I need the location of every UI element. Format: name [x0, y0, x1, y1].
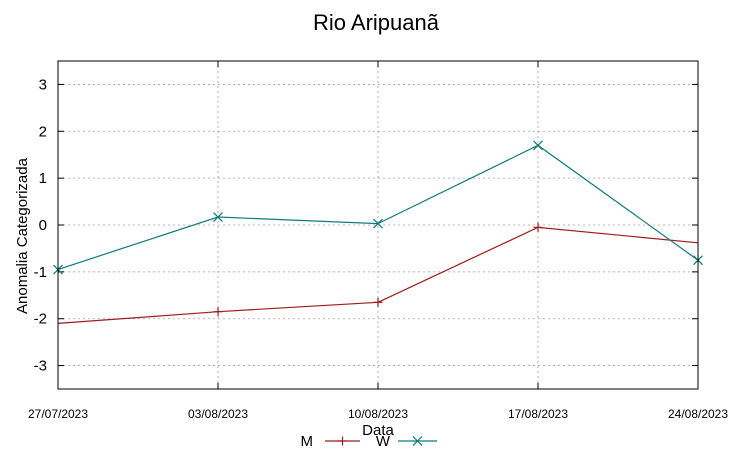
- x-tick-label: 03/08/2023: [188, 407, 248, 421]
- legend-label-W: W: [376, 433, 391, 450]
- x-tick-label: 17/08/2023: [508, 407, 568, 421]
- legend-label-M: M: [301, 433, 314, 450]
- grid-lines: [58, 61, 698, 389]
- series-W-point: [373, 218, 383, 229]
- x-axis-ticks: 27/07/2023 03/08/2023 10/08/2023 17/08/2023…: [28, 61, 728, 421]
- y-axis-ticks: -3 -2 -1 0 1 2 3: [34, 76, 698, 375]
- x-axis-label: Data: [362, 422, 394, 439]
- x-tick-label: 24/08/2023: [668, 407, 728, 421]
- y-tick-label: -3: [34, 358, 47, 375]
- legend-W-point: [412, 436, 423, 446]
- y-tick-label: -1: [34, 264, 47, 281]
- y-tick-label: 0: [39, 217, 47, 234]
- x-tick-label: 10/08/2023: [348, 407, 408, 421]
- x-tick-label: 27/07/2023: [28, 407, 88, 421]
- y-tick-label: -2: [34, 311, 47, 328]
- plot-frame: [57, 60, 699, 390]
- series-M: [57, 222, 699, 324]
- series-W-point: [213, 212, 223, 222]
- series-W-point: [533, 140, 543, 151]
- y-tick-label: 2: [39, 123, 47, 140]
- series-W: [53, 140, 703, 275]
- y-tick-label: 3: [39, 76, 47, 93]
- y-tick-label: 1: [39, 170, 47, 187]
- series-lines: [53, 140, 703, 324]
- chart-title: Rio Aripuanã: [313, 10, 440, 35]
- y-axis-label: Anomalia Categorizada: [14, 157, 31, 314]
